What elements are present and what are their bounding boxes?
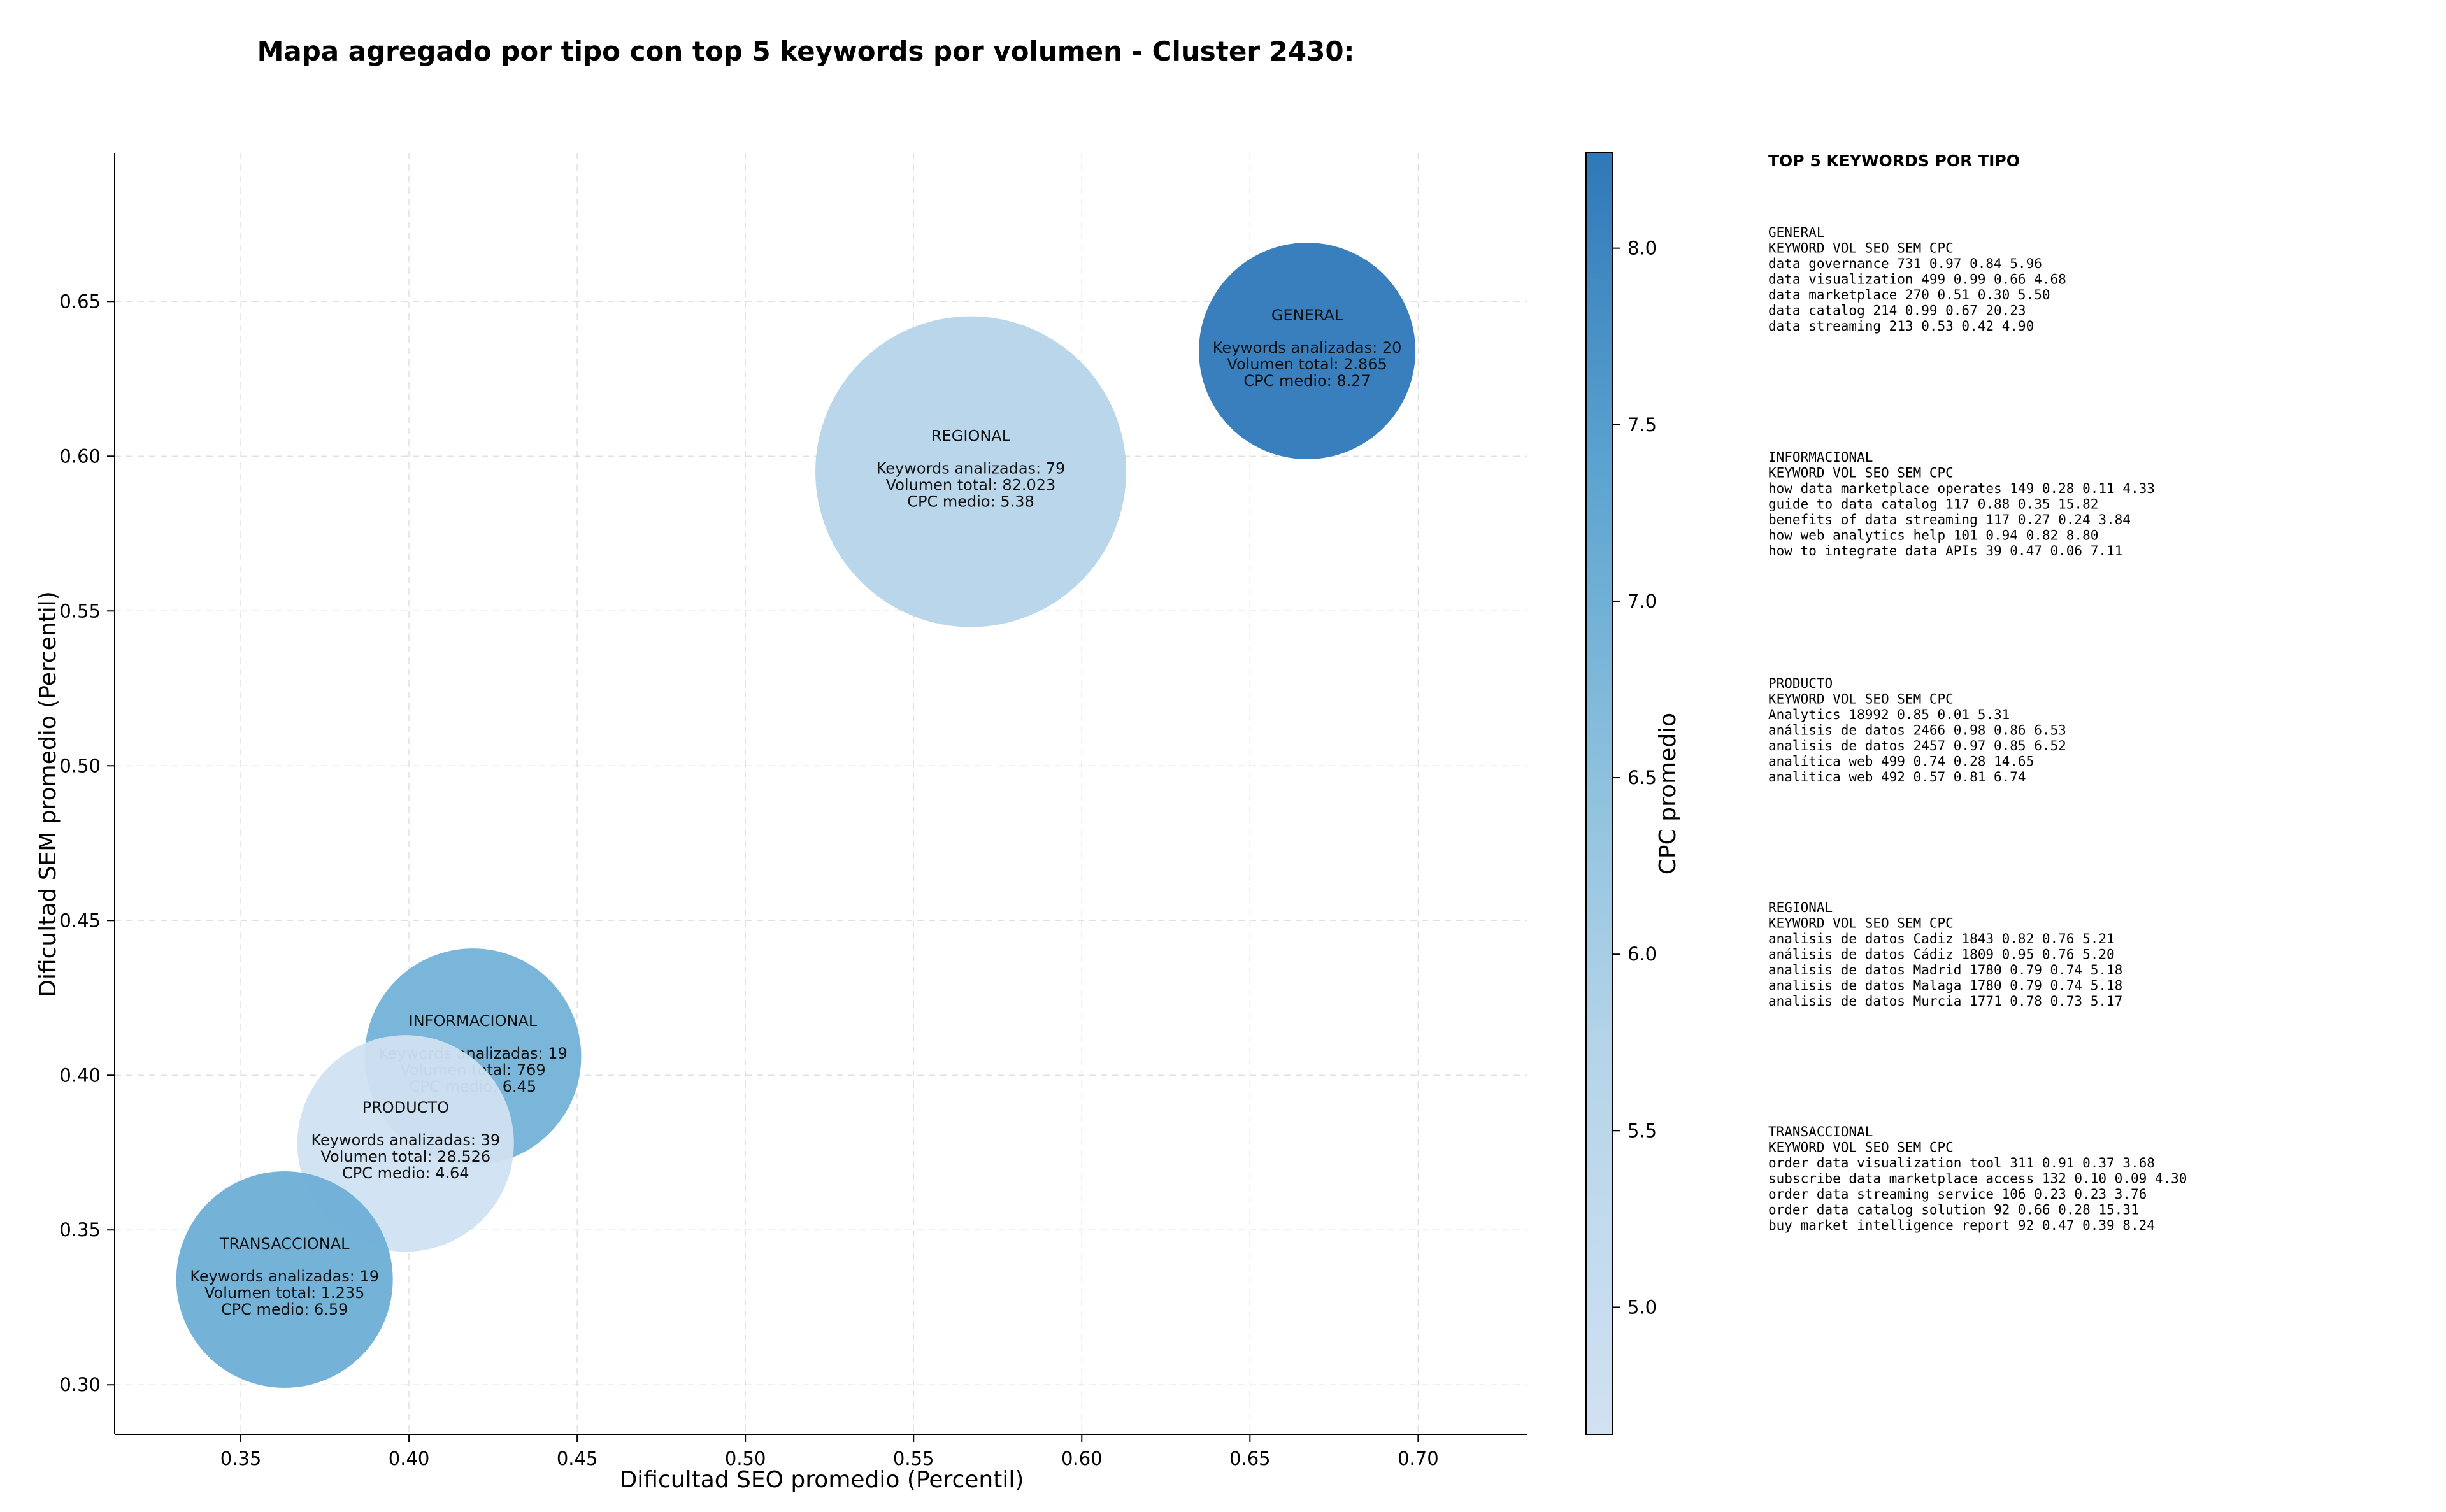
y-tick-label: 0.55	[59, 600, 101, 622]
x-tick-label: 0.55	[893, 1448, 934, 1469]
colorbar-ticks: 5.0 5.5 6.0 6.5 7.0 7.5 8.0	[1613, 238, 1657, 1318]
panel-group-name: TRANSACCIONAL	[1768, 1124, 1873, 1139]
bubble-volume: Volumen total: 82.023	[886, 476, 1056, 494]
bubble-circle	[176, 1171, 393, 1388]
y-tick-label: 0.60	[59, 445, 101, 467]
panel-table-header: KEYWORD VOL SEO SEM CPC	[1768, 241, 1954, 256]
x-tick-label: 0.40	[389, 1448, 430, 1469]
axes: 0.35 0.40 0.45 0.50 0.55 0.60 0.65 0.70 0.30 0.35…	[59, 153, 1527, 1469]
bubble-transaccional: TRANSACCIONAL Keywords analizadas: 19Volu…	[176, 1171, 393, 1388]
x-tick-label: 0.65	[1229, 1448, 1271, 1469]
panel-table-row: analisis de datos Cadiz 1843 0.82 0.76 5…	[1768, 931, 2115, 946]
y-tick-label: 0.30	[59, 1374, 101, 1395]
colorbar-tick-label: 5.5	[1627, 1120, 1657, 1141]
panel-table-row: data visualization 499 0.99 0.66 4.68	[1768, 272, 2066, 287]
panel-table-row: analisis de datos Murcia 1771 0.78 0.73 …	[1768, 994, 2122, 1009]
bubble-name: PRODUCTO	[362, 1099, 449, 1116]
panel-table-header: KEYWORD VOL SEO SEM CPC	[1768, 692, 1954, 707]
bubble-circle	[1199, 243, 1416, 460]
bubble-cpc: CPC medio: 8.27	[1243, 372, 1371, 390]
panel-table-header: KEYWORD VOL SEO SEM CPC	[1768, 1140, 1954, 1155]
colorbar-label: CPC promedio	[1655, 713, 1681, 874]
panel-table-row: analítica web 499 0.74 0.28 14.65	[1768, 754, 2034, 769]
bubble-circle	[815, 316, 1127, 627]
y-tick-label: 0.65	[59, 290, 101, 312]
panel-table-row: order data streaming service 106 0.23 0.…	[1768, 1187, 2147, 1202]
bubble-keywords: Keywords analizadas: 79	[876, 460, 1066, 478]
bubble-name: TRANSACCIONAL	[219, 1235, 350, 1253]
panel-table-row: data governance 731 0.97 0.84 5.96	[1768, 256, 2042, 271]
panel-group-name: INFORMACIONAL	[1768, 450, 1873, 465]
y-tick-label: 0.50	[59, 755, 101, 776]
panel-group-name: GENERAL	[1768, 225, 1825, 240]
panel-table-row: how web analytics help 101 0.94 0.82 8.8…	[1768, 528, 2098, 543]
colorbar-tick-label: 6.0	[1627, 943, 1657, 965]
bubble-keywords: Keywords analizadas: 20	[1213, 339, 1402, 357]
bubble-cpc: CPC medio: 6.59	[221, 1301, 348, 1318]
panel-table-row: analitica web 492 0.57 0.81 6.74	[1768, 769, 2026, 785]
bubble-name: INFORMACIONAL	[409, 1012, 538, 1030]
x-tick-label: 0.60	[1061, 1448, 1103, 1469]
bubble-cpc: CPC medio: 4.64	[342, 1164, 469, 1182]
panel-table-header: KEYWORD VOL SEO SEM CPC	[1768, 466, 1954, 481]
panel-title: TOP 5 KEYWORDS POR TIPO	[1768, 152, 2020, 170]
bubble-keywords: Keywords analizadas: 19	[190, 1267, 379, 1285]
y-tick-label: 0.35	[59, 1219, 101, 1241]
panel-table-row: analisis de datos Malaga 1780 0.79 0.74 …	[1768, 978, 2122, 994]
bubble-volume: Volumen total: 2.865	[1227, 355, 1387, 373]
panel-table-row: how to integrate data APIs 39 0.47 0.06 …	[1768, 543, 2122, 559]
x-tick-label: 0.50	[725, 1448, 766, 1469]
panel-group-name: REGIONAL	[1768, 900, 1833, 915]
x-tick-label: 0.35	[220, 1448, 262, 1469]
bubble-volume: Volumen total: 1.235	[204, 1284, 364, 1302]
panel-table-row: data marketplace 270 0.51 0.30 5.50	[1768, 287, 2050, 303]
y-tick-label: 0.40	[59, 1064, 101, 1086]
x-axis-label: Dificultad SEO promedio (Percentil)	[620, 1467, 1024, 1493]
bubble-name: GENERAL	[1271, 306, 1343, 324]
panel-table-row: subscribe data marketplace access 132 0.…	[1768, 1171, 2187, 1187]
colorbar-tick-label: 7.5	[1627, 414, 1657, 436]
panel-table-row: guide to data catalog 117 0.88 0.35 15.8…	[1768, 497, 2098, 512]
bubble-name: REGIONAL	[931, 427, 1011, 445]
panel-group-name: PRODUCTO	[1768, 676, 1833, 691]
colorbar-tick-label: 7.0	[1627, 590, 1657, 612]
colorbar-gradient	[1585, 152, 1613, 1435]
colorbar-tick-label: 5.0	[1627, 1296, 1657, 1318]
panel-table-row: analisis de datos Madrid 1780 0.79 0.74 …	[1768, 962, 2122, 978]
panel-table-row: Analytics 18992 0.85 0.01 5.31	[1768, 707, 2010, 722]
chart-title: Mapa agregado por tipo con top 5 keyword…	[257, 36, 1355, 67]
bubble-volume: Volumen total: 28.526	[320, 1148, 490, 1166]
panel-table-row: data catalog 214 0.99 0.67 20.23	[1768, 303, 2026, 318]
panel-table-row: data streaming 213 0.53 0.42 4.90	[1768, 318, 2034, 334]
y-tick-label: 0.45	[59, 909, 101, 931]
panel-table-header: KEYWORD VOL SEO SEM CPC	[1768, 916, 1954, 931]
bubble-cpc: CPC medio: 5.38	[907, 493, 1034, 511]
x-tick-label: 0.70	[1398, 1448, 1439, 1469]
colorbar-tick-label: 6.5	[1627, 767, 1657, 788]
colorbar-tick-label: 8.0	[1627, 238, 1657, 259]
colorbar: 5.0 5.5 6.0 6.5 7.0 7.5 8.0 CPC promedio	[1585, 152, 1681, 1435]
panel-table-row: order data visualization tool 311 0.91 0…	[1768, 1155, 2155, 1171]
panel-table-row: order data catalog solution 92 0.66 0.28…	[1768, 1202, 2139, 1218]
panel-table-row: benefits of data streaming 117 0.27 0.24…	[1768, 512, 2131, 527]
panel-table-row: analisis de datos 2457 0.97 0.85 6.52	[1768, 738, 2066, 753]
x-tick-label: 0.45	[557, 1448, 598, 1469]
panel-table-row: how data marketplace operates 149 0.28 0…	[1768, 481, 2155, 496]
panel-table-row: buy market intelligence report 92 0.47 0…	[1768, 1218, 2155, 1233]
y-axis-label: Dificultad SEM promedio (Percentil)	[35, 591, 61, 997]
bubble-keywords: Keywords analizadas: 39	[311, 1131, 500, 1149]
panel-table-row: análisis de datos 2466 0.98 0.86 6.53	[1768, 723, 2066, 738]
panel-table-row: análisis de datos Cádiz 1809 0.95 0.76 5…	[1768, 947, 2115, 962]
